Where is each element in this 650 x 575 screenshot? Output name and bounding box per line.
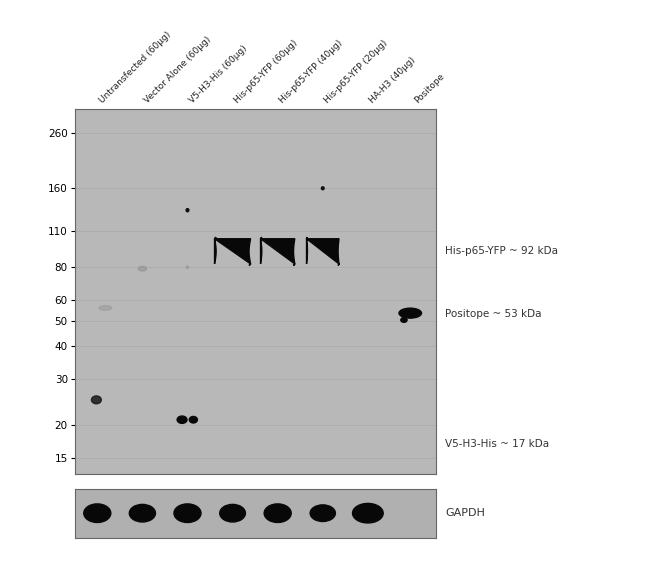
Text: HA-H3 (40μg): HA-H3 (40μg) xyxy=(368,56,417,105)
Ellipse shape xyxy=(401,317,407,323)
Text: Vector Alone (60μg): Vector Alone (60μg) xyxy=(142,35,213,105)
Ellipse shape xyxy=(310,505,335,522)
Ellipse shape xyxy=(399,308,421,318)
Ellipse shape xyxy=(189,416,198,423)
Ellipse shape xyxy=(264,504,291,523)
Ellipse shape xyxy=(186,209,189,212)
Text: V5-H3-His (60μg): V5-H3-His (60μg) xyxy=(187,44,249,105)
Text: His-p65-YFP (20μg): His-p65-YFP (20μg) xyxy=(323,39,389,105)
Ellipse shape xyxy=(138,266,146,271)
Ellipse shape xyxy=(187,266,188,269)
Ellipse shape xyxy=(321,187,324,190)
Polygon shape xyxy=(214,237,251,266)
Ellipse shape xyxy=(84,504,111,523)
Ellipse shape xyxy=(177,416,187,423)
Ellipse shape xyxy=(99,305,112,310)
Ellipse shape xyxy=(220,504,246,522)
Ellipse shape xyxy=(92,396,101,404)
Text: V5-H3-His ~ 17 kDa: V5-H3-His ~ 17 kDa xyxy=(445,439,549,449)
Text: Positope: Positope xyxy=(413,72,447,105)
Text: GAPDH: GAPDH xyxy=(445,508,485,518)
Text: Untransfected (60μg): Untransfected (60μg) xyxy=(98,30,172,105)
Text: His-p65-YFP (40μg): His-p65-YFP (40μg) xyxy=(278,39,344,105)
Ellipse shape xyxy=(174,504,201,523)
Polygon shape xyxy=(261,237,295,266)
Text: His-p65-YFP ~ 92 kDa: His-p65-YFP ~ 92 kDa xyxy=(445,246,558,256)
Text: His-p65-YFP (60μg): His-p65-YFP (60μg) xyxy=(233,39,299,105)
Ellipse shape xyxy=(352,504,383,523)
Text: Positope ~ 53 kDa: Positope ~ 53 kDa xyxy=(445,309,541,319)
Polygon shape xyxy=(307,237,339,266)
Ellipse shape xyxy=(129,504,155,522)
